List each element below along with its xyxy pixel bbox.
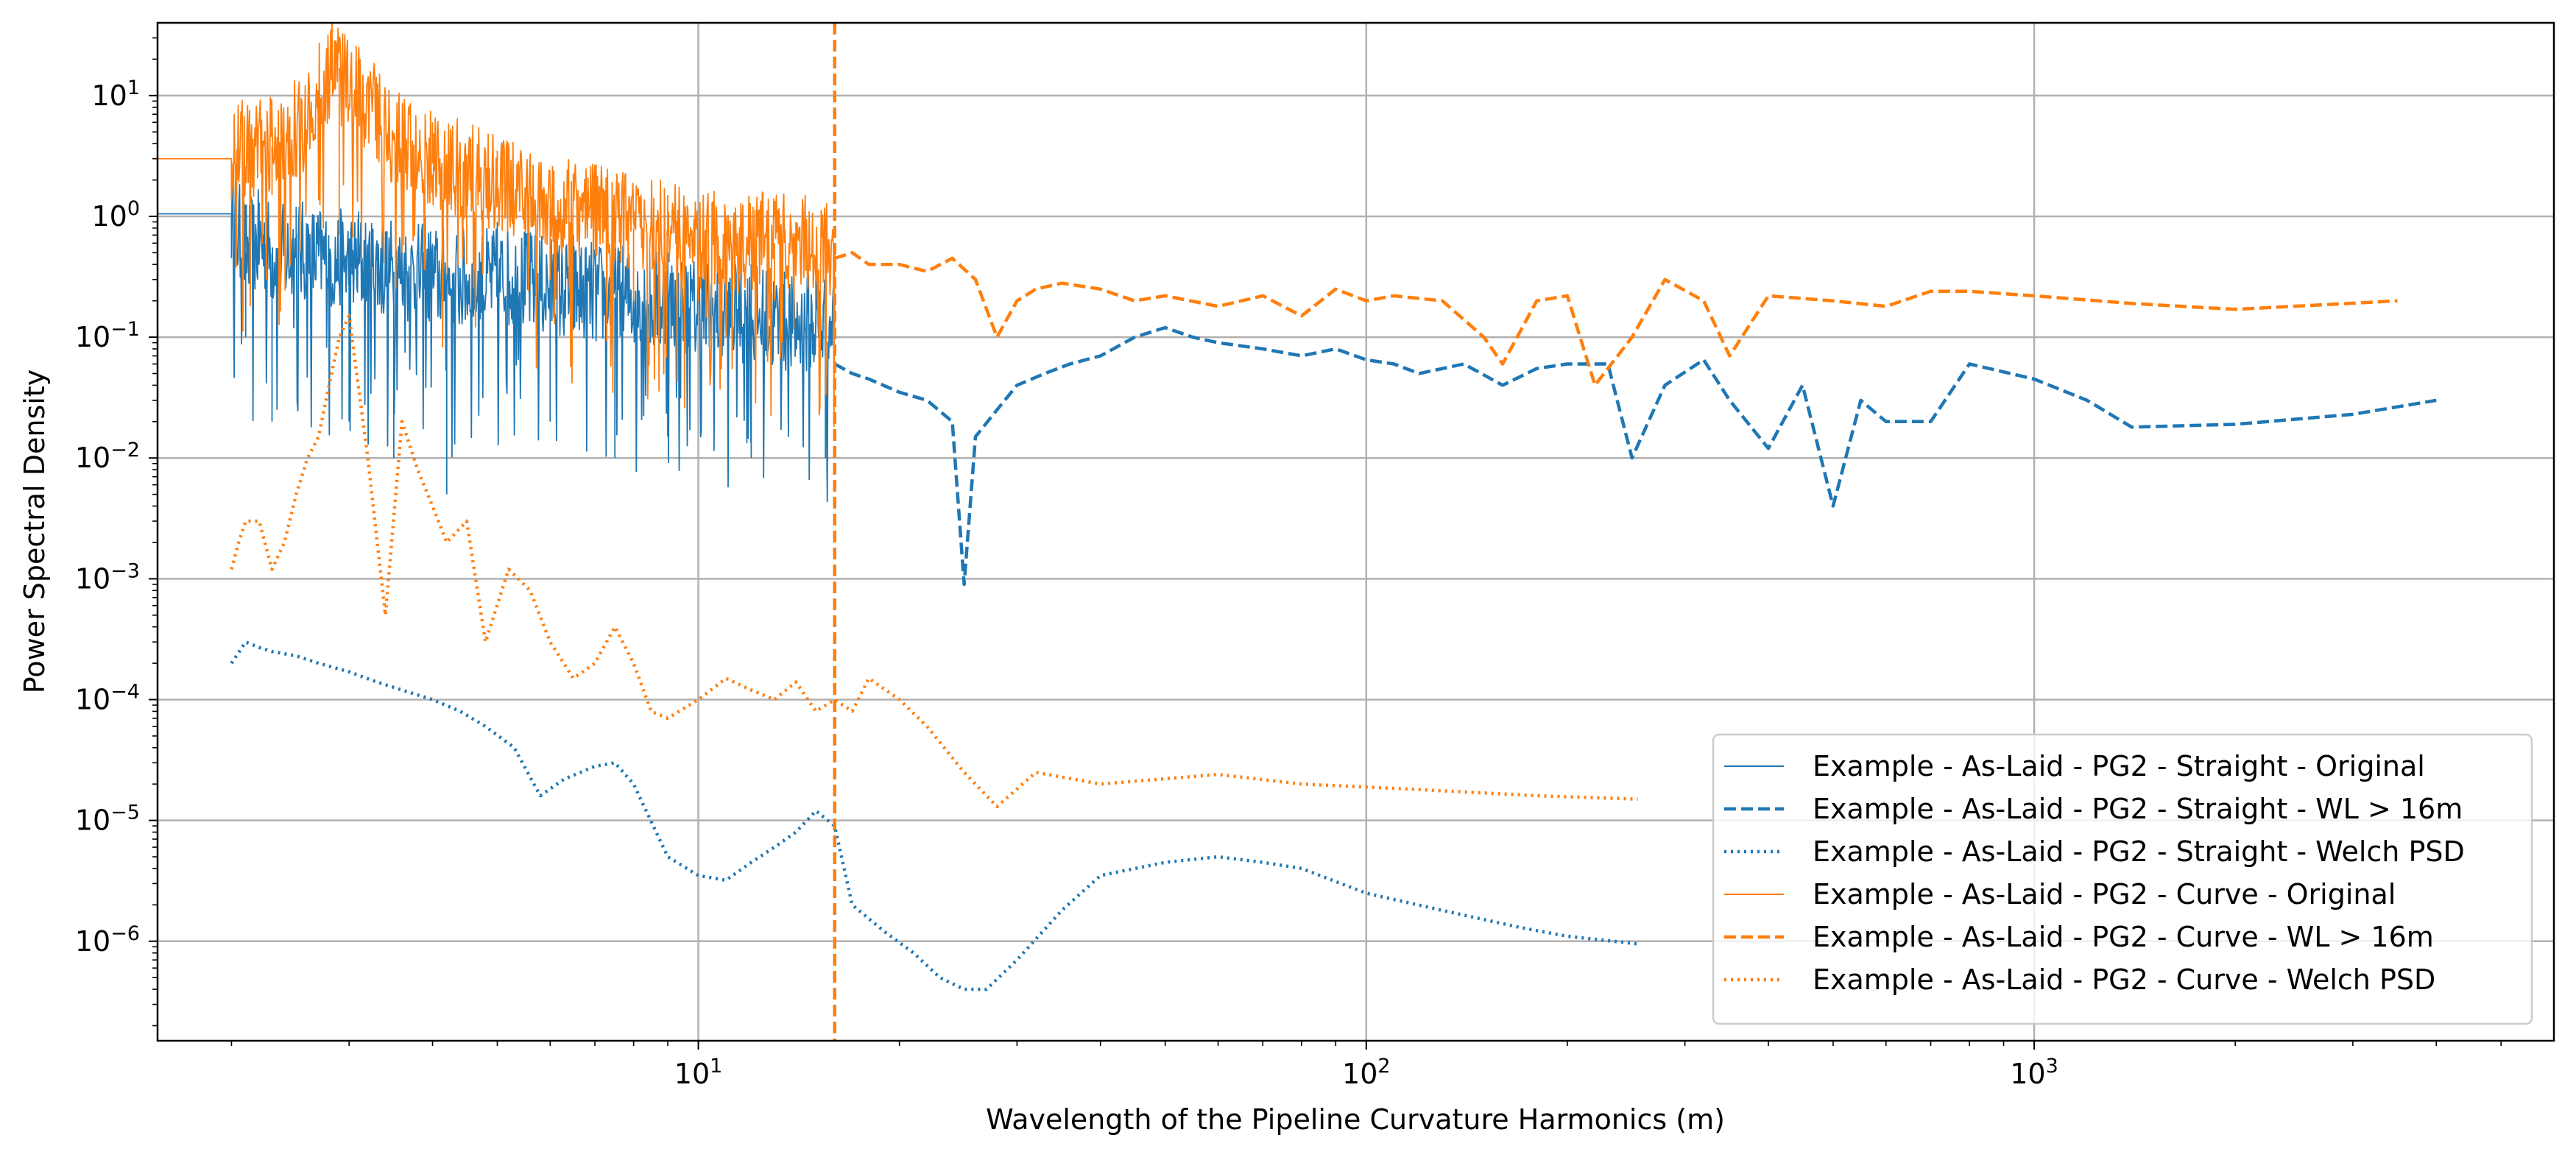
y-tick-label: 10−1 — [75, 318, 140, 353]
legend-label: Example - As-Laid - PG2 - Straight - Ori… — [1813, 750, 2425, 782]
series-line-example-as-laid-pg2-straight-welch-psd — [230, 640, 1638, 991]
y-tick-label: 100 — [91, 197, 140, 233]
plot-frame — [156, 21, 2555, 1042]
y-tick-label: 10−4 — [75, 680, 140, 715]
axis-ticks: 101 102 103 101 100 10−1 10−2 10−3 10−4 10−5 10−6 — [75, 37, 2502, 1090]
legend-label: Example - As-Laid - PG2 - Curve - WL > 1… — [1813, 921, 2434, 953]
series-line-example-as-laid-pg2-curve-wl-16m — [834, 251, 2398, 387]
legend-frame — [1712, 733, 2533, 1025]
legend: Example - As-Laid - PG2 - Straight - Ori… — [1712, 733, 2533, 1025]
y-tick-label: 10−5 — [75, 802, 140, 837]
y-tick-label: 10−2 — [75, 439, 140, 474]
y-axis-title: Power Spectral Density — [18, 369, 51, 693]
y-tick-label: 10−6 — [75, 922, 140, 958]
legend-label: Example - As-Laid - PG2 - Curve - Welch … — [1813, 963, 2435, 996]
legend-label: Example - As-Laid - PG2 - Curve - Origin… — [1813, 878, 2396, 910]
x-tick-label: 103 — [2010, 1055, 2058, 1090]
series-line-example-as-laid-pg2-straight-wl-16m — [833, 325, 2437, 587]
series-layer — [158, 23, 2437, 991]
x-axis-title: Wavelength of the Pipeline Curvature Har… — [986, 1103, 1725, 1136]
y-tick-label: 10−3 — [75, 559, 140, 595]
legend-label: Example - As-Laid - PG2 - Straight - Wel… — [1813, 835, 2465, 868]
x-tick-label: 101 — [674, 1055, 723, 1090]
legend-label: Example - As-Laid - PG2 - Straight - WL … — [1813, 793, 2463, 825]
y-tick-label: 101 — [91, 77, 140, 112]
series-line-example-as-laid-pg2-curve-original — [158, 23, 836, 428]
x-tick-label: 102 — [1342, 1055, 1391, 1090]
